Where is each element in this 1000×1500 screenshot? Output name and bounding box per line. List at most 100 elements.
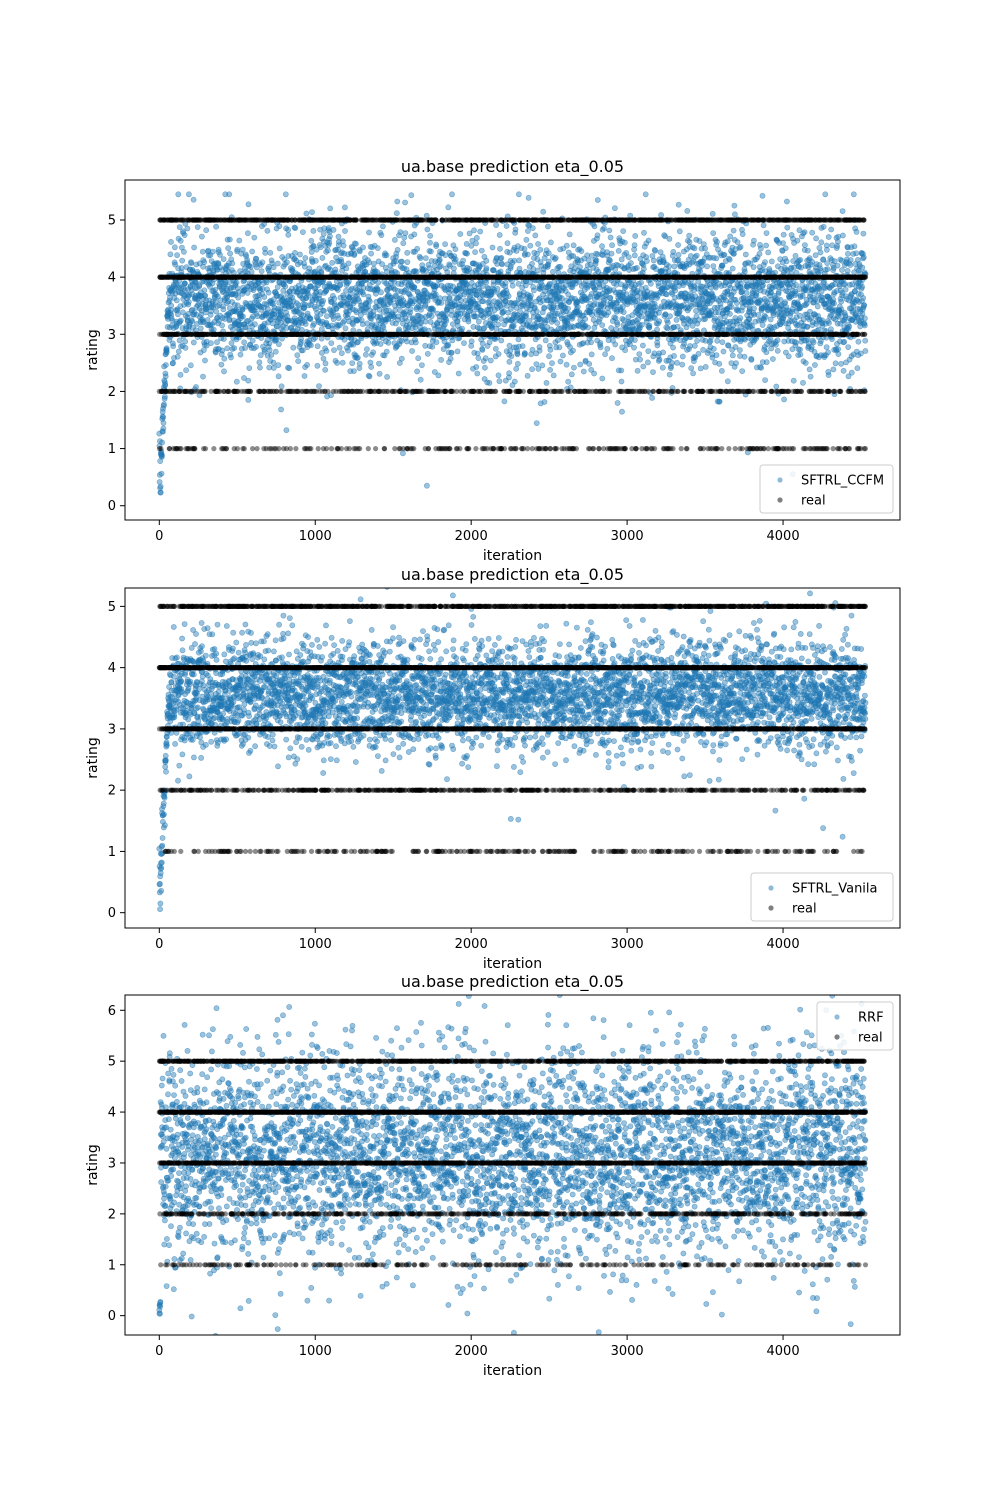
predicted-point bbox=[568, 371, 575, 378]
predicted-point bbox=[716, 360, 723, 367]
predicted-point bbox=[825, 349, 831, 356]
predicted-point bbox=[263, 279, 270, 286]
predicted-point bbox=[350, 368, 357, 374]
predicted-point bbox=[541, 399, 548, 405]
predicted-point bbox=[347, 290, 354, 297]
predicted-point bbox=[618, 378, 625, 385]
predicted-point bbox=[734, 239, 741, 245]
predicted-point bbox=[729, 352, 736, 359]
predicted-point bbox=[555, 269, 562, 276]
predicted-point bbox=[649, 394, 655, 401]
predicted-point bbox=[589, 308, 596, 314]
predicted-point bbox=[210, 304, 217, 310]
predicted-point bbox=[608, 250, 615, 257]
predicted-point bbox=[267, 316, 274, 323]
predicted-point bbox=[370, 260, 377, 267]
predicted-point bbox=[174, 353, 181, 360]
predicted-point bbox=[742, 251, 749, 258]
predicted-point bbox=[781, 396, 787, 403]
predicted-point bbox=[309, 209, 315, 215]
predicted-point bbox=[667, 313, 673, 319]
predicted-point bbox=[580, 368, 587, 375]
predicted-point bbox=[614, 321, 621, 328]
predicted-point bbox=[475, 355, 482, 361]
predicted-point bbox=[236, 237, 243, 244]
predicted-point bbox=[452, 246, 459, 253]
predicted-point bbox=[268, 352, 275, 358]
predicted-point bbox=[159, 413, 166, 420]
predicted-point bbox=[473, 364, 480, 370]
predicted-point bbox=[330, 226, 337, 233]
predicted-point bbox=[422, 255, 429, 261]
predicted-point bbox=[168, 302, 175, 309]
predicted-point bbox=[253, 343, 259, 350]
predicted-point bbox=[177, 317, 184, 324]
predicted-point bbox=[415, 355, 422, 362]
predicted-point bbox=[427, 248, 434, 255]
predicted-point bbox=[261, 221, 267, 227]
predicted-point bbox=[200, 263, 206, 270]
predicted-point bbox=[256, 359, 263, 366]
predicted-point bbox=[656, 356, 663, 363]
predicted-point bbox=[200, 373, 206, 380]
predicted-point bbox=[409, 348, 415, 354]
predicted-point bbox=[457, 231, 464, 237]
predicted-point bbox=[195, 271, 202, 278]
predicted-point bbox=[839, 267, 845, 273]
predicted-point bbox=[535, 267, 541, 274]
predicted-point bbox=[197, 325, 204, 332]
predicted-point bbox=[312, 257, 319, 264]
predicted-point bbox=[597, 344, 604, 351]
predicted-point bbox=[335, 233, 342, 240]
predicted-point bbox=[495, 372, 502, 379]
predicted-point bbox=[243, 323, 249, 330]
predicted-point bbox=[247, 263, 254, 270]
predicted-point bbox=[180, 248, 187, 255]
predicted-point bbox=[807, 373, 814, 380]
predicted-point bbox=[275, 341, 282, 348]
predicted-point bbox=[716, 398, 723, 405]
predicted-point bbox=[342, 228, 348, 234]
predicted-point bbox=[285, 226, 291, 233]
predicted-point bbox=[414, 245, 421, 252]
predicted-point bbox=[179, 257, 186, 264]
predicted-point bbox=[792, 290, 799, 297]
predicted-point bbox=[256, 364, 263, 371]
predicted-point bbox=[407, 306, 414, 312]
predicted-point bbox=[239, 306, 246, 313]
predicted-point bbox=[499, 261, 505, 268]
predicted-point bbox=[684, 207, 691, 214]
predicted-point bbox=[498, 254, 505, 261]
predicted-point bbox=[177, 385, 184, 392]
predicted-point bbox=[732, 211, 738, 218]
predicted-point bbox=[824, 266, 831, 272]
predicted-point bbox=[609, 355, 615, 362]
predicted-point bbox=[557, 263, 563, 270]
predicted-point bbox=[276, 223, 283, 229]
predicted-point bbox=[210, 326, 217, 333]
predicted-point bbox=[818, 239, 825, 246]
predicted-point bbox=[160, 425, 167, 432]
predicted-point bbox=[228, 340, 235, 346]
predicted-point bbox=[607, 294, 614, 301]
predicted-point bbox=[307, 342, 314, 349]
predicted-point bbox=[674, 359, 680, 366]
real-point bbox=[223, 446, 230, 452]
predicted-point bbox=[310, 227, 317, 234]
predicted-point bbox=[180, 333, 187, 340]
predicted-point bbox=[666, 263, 673, 270]
predicted-point bbox=[260, 325, 267, 331]
predicted-point bbox=[257, 352, 264, 359]
predicted-point bbox=[379, 223, 386, 230]
predicted-point bbox=[376, 370, 383, 377]
predicted-point bbox=[650, 257, 657, 264]
predicted-point bbox=[174, 252, 180, 259]
predicted-point bbox=[565, 378, 572, 385]
predicted-point bbox=[226, 191, 233, 198]
predicted-point bbox=[654, 326, 660, 333]
series-predicted-points bbox=[156, 191, 869, 496]
predicted-point bbox=[320, 355, 327, 362]
predicted-point bbox=[577, 361, 584, 368]
predicted-point bbox=[301, 373, 308, 379]
predicted-point bbox=[352, 240, 359, 247]
